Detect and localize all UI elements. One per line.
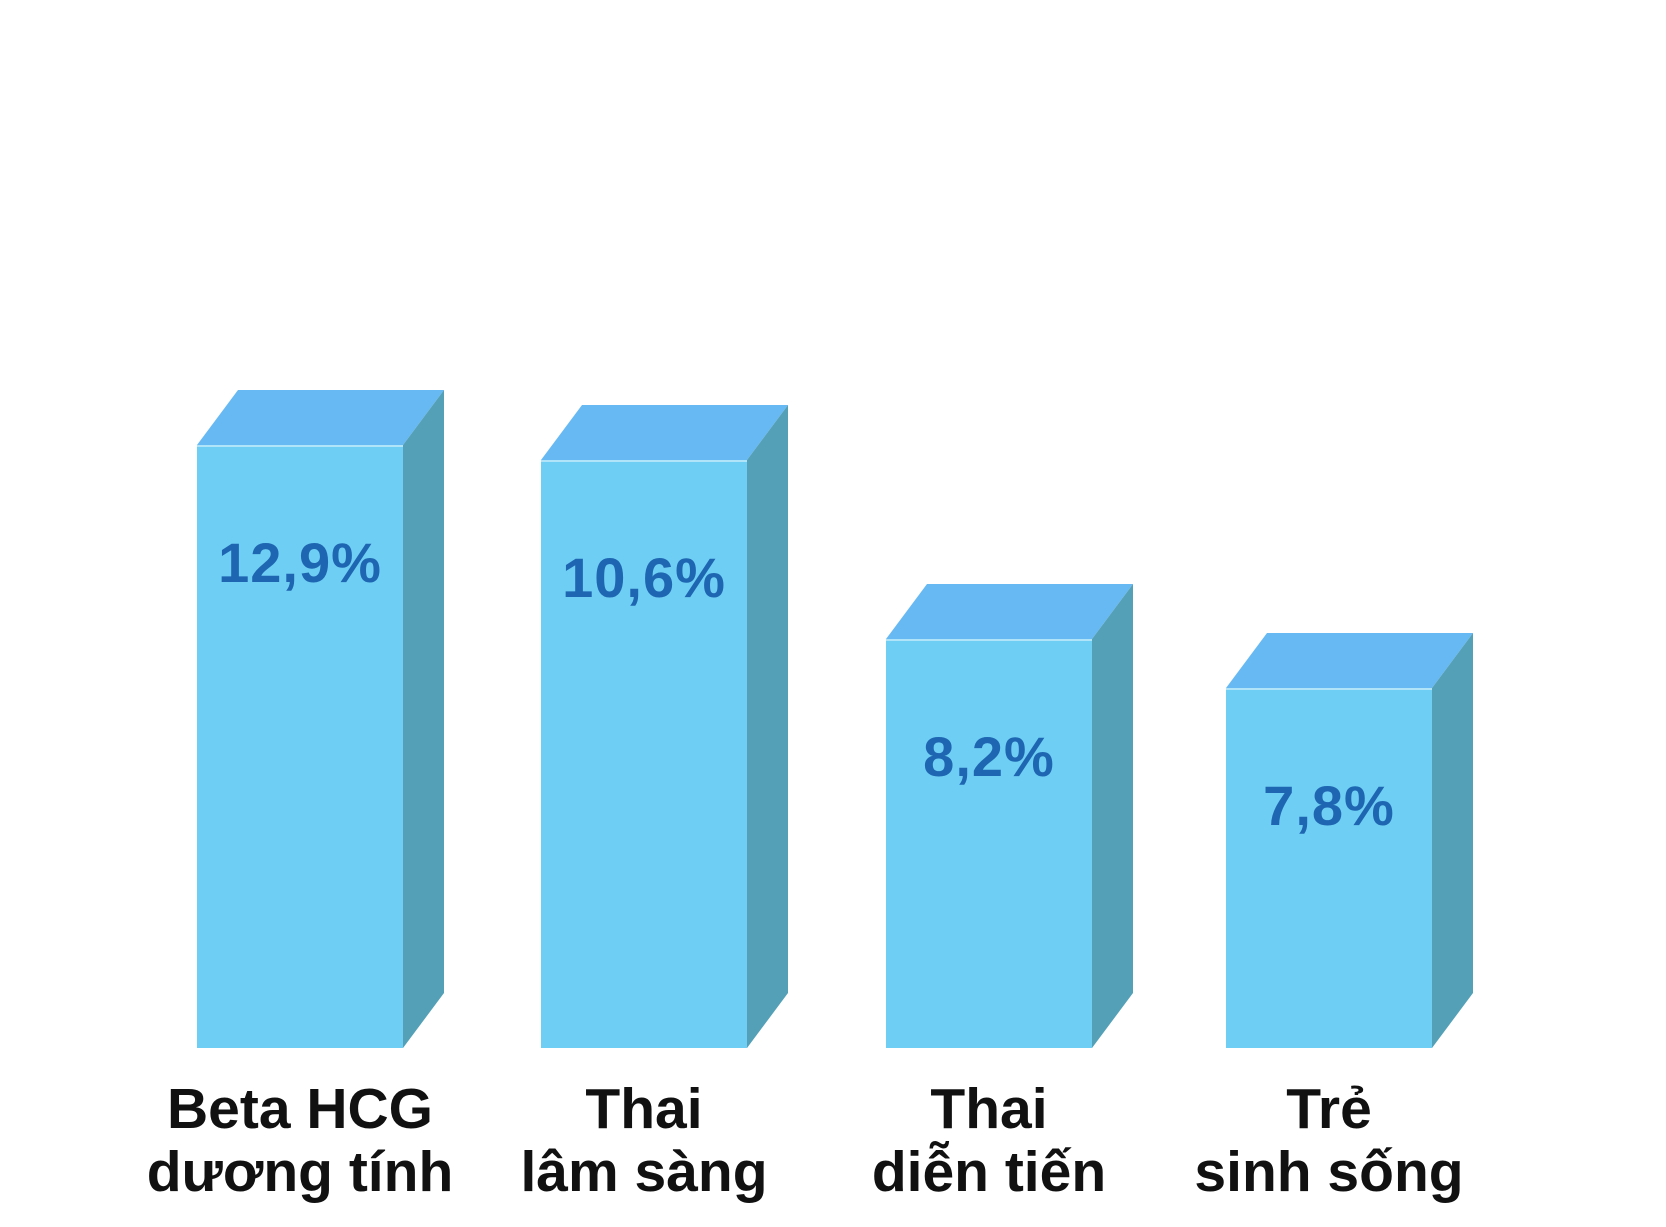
category-label-thai-lam-sang: Thai lâm sàng	[520, 1078, 767, 1203]
bar-value-label: 10,6%	[562, 546, 726, 609]
bar-side-face	[1092, 584, 1133, 1048]
bar-value-label: 7,8%	[1263, 774, 1395, 837]
bar-side-face	[747, 405, 788, 1048]
category-label-line1: Thai	[585, 1077, 703, 1141]
category-label-line1: Thai	[930, 1077, 1048, 1141]
category-label-line1: Beta HCG	[166, 1077, 434, 1141]
bar-top-face	[541, 405, 788, 460]
bar-top-face	[1226, 633, 1473, 688]
category-label-tre-sinh-song: Trẻ sinh sống	[1194, 1078, 1463, 1203]
category-label-thai-dien-tien: Thai diễn tiến	[872, 1078, 1106, 1203]
bar-beta-hcg-duong-tinh: 12,9%	[197, 390, 444, 1048]
bar-front-face: 10,6%	[541, 460, 747, 1048]
bar-thai-dien-tien: 8,2%	[886, 584, 1133, 1048]
category-label-beta-hcg: Beta HCG dương tính	[147, 1078, 454, 1203]
bar-top-face	[197, 390, 444, 445]
category-label-line2: sinh sống	[1194, 1139, 1464, 1204]
bar-front-face: 8,2%	[886, 639, 1092, 1048]
bar-value-label: 8,2%	[923, 725, 1055, 788]
bar-tre-sinh-song: 7,8%	[1226, 633, 1473, 1048]
bar-front-face: 7,8%	[1226, 688, 1432, 1048]
category-label-line2: lâm sàng	[520, 1139, 768, 1204]
bar-front-face: 12,9%	[197, 445, 403, 1048]
bar-thai-lam-sang: 10,6%	[541, 405, 788, 1048]
category-label-line2: dương tính	[146, 1139, 454, 1204]
bar-side-face	[403, 390, 444, 1048]
bar-side-face	[1432, 633, 1473, 1048]
category-label-line1: Trẻ	[1286, 1077, 1372, 1141]
bar-value-label: 12,9%	[218, 531, 382, 594]
category-label-line2: diễn tiến	[871, 1139, 1107, 1204]
bar-top-face	[886, 584, 1133, 639]
